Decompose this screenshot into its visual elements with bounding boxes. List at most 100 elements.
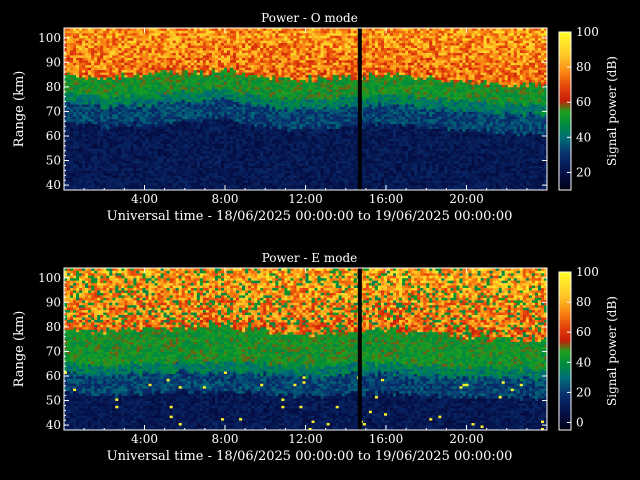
heatmap-cell xyxy=(136,136,140,139)
heatmap-cell xyxy=(106,57,110,61)
heatmap-cell xyxy=(97,140,101,144)
heatmap-cell xyxy=(109,28,113,31)
heatmap-cell xyxy=(248,143,252,147)
heatmap-cell xyxy=(172,126,177,130)
heatmap-cell xyxy=(236,150,240,154)
heatmap-cell xyxy=(151,62,155,66)
heatmap-cell xyxy=(154,37,158,41)
heatmap-cell xyxy=(163,128,168,132)
heatmap-cell xyxy=(275,131,279,134)
heatmap-cell xyxy=(230,50,234,53)
heatmap-cell xyxy=(269,32,273,36)
heatmap-cell xyxy=(260,37,264,41)
heatmap-cell xyxy=(136,35,140,39)
heatmap-cell xyxy=(115,106,119,110)
heatmap-cell xyxy=(154,185,158,188)
heatmap-cell xyxy=(287,138,291,142)
heatmap-cell xyxy=(236,133,240,137)
heatmap-cell xyxy=(100,79,104,83)
heatmap-cell xyxy=(242,148,246,152)
heatmap-cell xyxy=(263,109,267,112)
heatmap-cell xyxy=(193,55,198,58)
heatmap-cell xyxy=(254,50,258,53)
heatmap-cell xyxy=(223,138,228,142)
heatmap-cell xyxy=(284,138,288,142)
heatmap-cell xyxy=(160,138,165,142)
heatmap-cell xyxy=(263,28,267,31)
heatmap-cell xyxy=(254,104,258,107)
heatmap-cell xyxy=(230,84,234,88)
heatmap-cell xyxy=(278,72,282,76)
heatmap-cell xyxy=(278,69,282,73)
heatmap-cell xyxy=(70,118,74,122)
heatmap-cell xyxy=(85,84,89,88)
heatmap-cell xyxy=(214,113,219,117)
heatmap-cell xyxy=(133,64,137,68)
heatmap-cell xyxy=(220,116,225,120)
heatmap-cell xyxy=(251,86,255,90)
heatmap-cell xyxy=(163,121,168,125)
heatmap-cell xyxy=(248,72,252,76)
heatmap-cell xyxy=(112,128,116,132)
heatmap-cell xyxy=(64,128,68,132)
heatmap-cell xyxy=(190,136,195,139)
heatmap-cell xyxy=(239,72,243,76)
heatmap-cell xyxy=(100,133,104,137)
heatmap-cell xyxy=(106,69,110,73)
heatmap-cell xyxy=(211,52,216,56)
heatmap-cell xyxy=(100,145,104,149)
heatmap-cell xyxy=(287,133,291,137)
heatmap-cell xyxy=(263,172,267,176)
heatmap-cell xyxy=(157,109,161,112)
heatmap-cell xyxy=(103,138,107,142)
heatmap-cell xyxy=(190,175,195,179)
heatmap-cell xyxy=(254,140,258,144)
heatmap-cell xyxy=(76,101,80,105)
heatmap-cell xyxy=(287,91,291,95)
heatmap-cell xyxy=(112,126,116,130)
heatmap-cell xyxy=(223,57,228,61)
heatmap-cell xyxy=(76,62,80,66)
heatmap-cell xyxy=(275,91,279,95)
heatmap-cell xyxy=(115,84,119,88)
heatmap-cell xyxy=(196,172,201,176)
heatmap-cell xyxy=(118,150,122,154)
heatmap-cell xyxy=(88,150,92,154)
heatmap-cell xyxy=(97,148,101,152)
heatmap-cell xyxy=(181,136,186,139)
heatmap-cell xyxy=(257,160,261,164)
heatmap-cell xyxy=(202,148,207,152)
heatmap-cell xyxy=(208,109,213,112)
heatmap-cell xyxy=(157,45,161,49)
heatmap-cell xyxy=(76,165,80,169)
heatmap-cell xyxy=(88,37,92,41)
heatmap-cell xyxy=(106,150,110,154)
heatmap-cell xyxy=(175,180,180,184)
heatmap-cell xyxy=(163,158,168,161)
heatmap-cell xyxy=(248,165,252,169)
heatmap-cell xyxy=(94,35,98,39)
heatmap-cell xyxy=(79,62,83,66)
heatmap-cell xyxy=(85,133,89,137)
heatmap-cell xyxy=(233,153,237,157)
heatmap-cell xyxy=(142,96,146,100)
heatmap-cell xyxy=(272,47,276,51)
heatmap-cell xyxy=(121,32,125,36)
heatmap-cell xyxy=(211,126,216,130)
heatmap-cell xyxy=(245,69,249,73)
heatmap-cell xyxy=(214,140,219,144)
heatmap-cell xyxy=(163,150,168,154)
heatmap-cell xyxy=(263,155,267,159)
heatmap-cell xyxy=(211,35,216,39)
heatmap-cell xyxy=(124,116,128,120)
heatmap-cell xyxy=(175,148,180,152)
heatmap-cell xyxy=(199,96,204,100)
heatmap-cell xyxy=(163,165,168,169)
heatmap-cell xyxy=(284,158,288,161)
heatmap-cell xyxy=(85,52,89,56)
heatmap-cell xyxy=(284,28,288,31)
heatmap-cell xyxy=(157,84,161,88)
heatmap-cell xyxy=(172,106,177,110)
heatmap-cell xyxy=(196,47,201,51)
heatmap-cell xyxy=(67,86,71,90)
